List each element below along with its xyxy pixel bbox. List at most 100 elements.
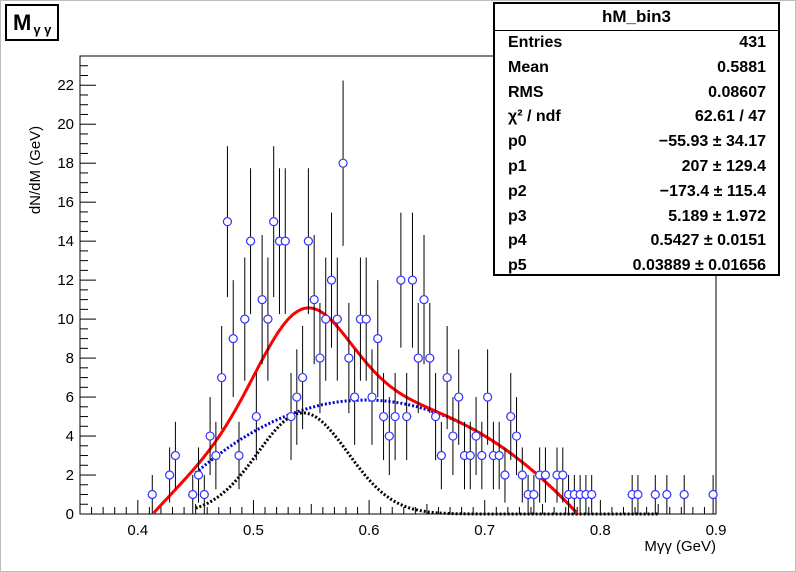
marker (222, 217, 233, 227)
stats-key: p3 (508, 207, 527, 225)
y-tick-label: 14 (57, 233, 74, 250)
marker (170, 450, 180, 461)
data-point (240, 257, 250, 381)
data-point (147, 475, 157, 514)
marker (245, 236, 256, 246)
plot-frame (79, 55, 717, 515)
marker (679, 489, 689, 500)
marker (211, 450, 221, 461)
stats-row-7: p3 5.189 ± 1.972 (495, 205, 778, 230)
marker (633, 489, 643, 500)
data-point (454, 349, 464, 445)
marker (350, 392, 360, 402)
marker (506, 411, 516, 422)
data-point (373, 280, 383, 398)
stats-value: 0.5881 (717, 58, 766, 76)
stats-value: −173.4 ± 115.4 (659, 182, 766, 200)
marker (540, 470, 551, 480)
marker (517, 470, 527, 480)
data-point (465, 421, 475, 490)
marker (454, 392, 464, 402)
data-point (407, 212, 418, 348)
data-point (205, 397, 215, 476)
y-tick-label: 16 (57, 194, 74, 211)
data-point (234, 421, 244, 490)
stats-key: p5 (508, 257, 527, 275)
marker (558, 470, 568, 480)
data-point (396, 212, 406, 348)
data-point (344, 302, 354, 414)
marker (280, 236, 290, 246)
title-subscript: γ γ (33, 22, 52, 37)
data-point (506, 372, 516, 461)
data-point (558, 447, 568, 503)
x-tick-label: 0.7 (474, 522, 495, 539)
marker (147, 489, 157, 500)
marker (373, 333, 383, 344)
data-point (315, 302, 325, 414)
marker (205, 431, 215, 441)
total-fit-curve (152, 306, 579, 515)
stats-rows: Entries 431 Mean 0.5881 RMS 0.08607 χ² / ndf 62… (495, 31, 778, 279)
data-point (326, 212, 337, 348)
data-point (245, 168, 256, 315)
stats-row-4: p0 −55.93 ± 34.17 (495, 130, 778, 155)
marker (165, 470, 175, 480)
marker (326, 275, 337, 285)
stats-value: 0.5427 ± 0.0151 (650, 232, 766, 250)
marker (303, 236, 313, 246)
y-tick-label: 12 (57, 272, 74, 289)
data-point (662, 475, 672, 514)
data-point (511, 397, 522, 476)
data-point (494, 421, 504, 490)
marker (367, 392, 377, 402)
y-tick-label: 0 (66, 506, 74, 523)
stats-key: p2 (508, 182, 527, 200)
stats-key: χ² / ndf (508, 108, 561, 126)
data-point (193, 447, 204, 503)
marker (315, 353, 325, 363)
marker (332, 314, 342, 324)
x-tick-label: 0.6 (359, 522, 380, 539)
data-point (529, 475, 539, 514)
data-points (147, 80, 718, 514)
data-point (587, 475, 597, 514)
data-point (280, 168, 290, 315)
marker (384, 431, 394, 441)
data-point (170, 421, 180, 490)
data-point (286, 372, 296, 461)
marker (407, 275, 418, 285)
stats-value: 0.03889 ± 0.01656 (632, 257, 766, 275)
data-point (378, 372, 389, 461)
marker (425, 353, 435, 363)
data-point (390, 372, 400, 461)
data-point (361, 257, 371, 381)
stats-value: 5.189 ± 1.972 (668, 207, 766, 225)
marker (477, 450, 487, 461)
y-tick-label: 2 (66, 467, 74, 484)
data-point (650, 475, 660, 514)
data-point (448, 397, 458, 476)
marker (217, 372, 227, 383)
data-point (228, 280, 238, 398)
data-point (165, 447, 175, 503)
data-point (477, 421, 487, 490)
marker (708, 489, 718, 500)
marker (500, 470, 510, 480)
stats-key: Mean (508, 58, 549, 76)
stats-value: 0.08607 (708, 83, 766, 101)
x-axis-label: Mγγ (GeV) (644, 538, 716, 555)
marker (465, 450, 475, 461)
stats-value: 431 (739, 34, 766, 51)
data-point (309, 234, 319, 365)
marker (309, 295, 319, 305)
signal-fit-curve (195, 411, 659, 516)
stats-row-0: Entries 431 (495, 31, 778, 56)
data-point (430, 372, 441, 461)
stats-histogram-name: hM_bin3 (495, 4, 778, 31)
marker (292, 392, 302, 402)
marker (402, 411, 412, 422)
y-axis-label: dN/dM (GeV) (27, 126, 44, 214)
marker (269, 217, 279, 227)
